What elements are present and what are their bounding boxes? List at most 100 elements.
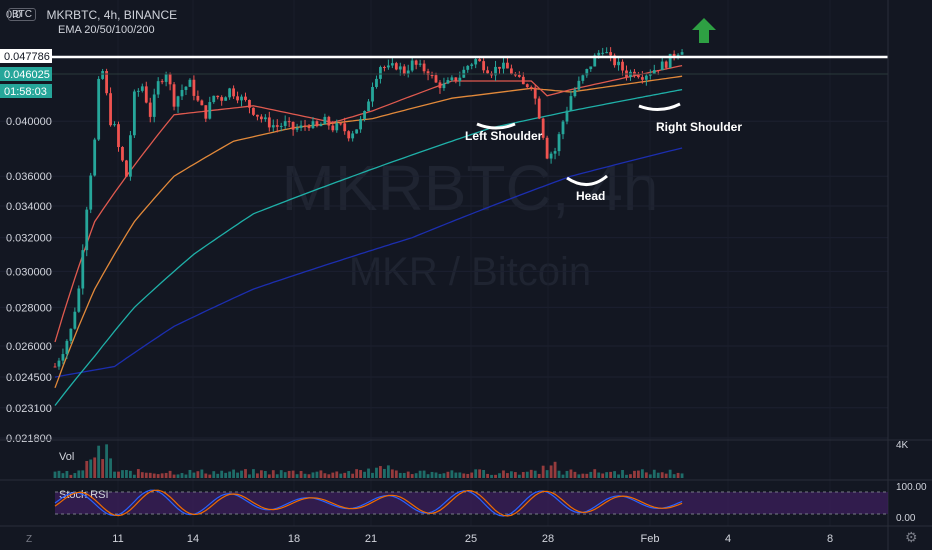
candle-body	[176, 96, 180, 107]
volume-bar	[331, 472, 335, 478]
volume-bar	[613, 471, 616, 478]
volume-bar	[267, 474, 271, 478]
candle-body	[541, 118, 545, 138]
time-axis[interactable]: 11 14 18 21 25 28 Feb 4 8	[112, 533, 833, 545]
candle-body	[132, 91, 136, 136]
corner-label[interactable]: Z	[26, 534, 32, 545]
volume-bars	[53, 444, 684, 478]
ema100-line	[54, 88, 683, 406]
candle-body	[299, 125, 303, 128]
candle-body	[97, 78, 101, 140]
y-tick-label: 0.023100	[6, 403, 52, 415]
volume-bar	[573, 471, 577, 478]
volume-bar	[359, 470, 362, 478]
candle-body	[557, 134, 561, 152]
volume-bar	[430, 471, 434, 478]
candle-body	[525, 84, 529, 88]
candle-body	[57, 360, 61, 367]
candle-body	[343, 123, 347, 132]
y-tick-label: 0.036000	[6, 171, 52, 183]
candle-body	[466, 65, 470, 70]
volume-bar	[105, 444, 108, 478]
volume-bar	[601, 473, 605, 478]
volume-bar	[434, 472, 438, 478]
volume-bar	[664, 473, 668, 478]
volume-bar	[609, 471, 613, 478]
volume-bar	[625, 474, 628, 478]
volume-bar	[275, 474, 279, 478]
candle-body	[442, 83, 446, 89]
volume-bar	[180, 473, 184, 478]
candle-body	[617, 61, 620, 66]
candle-body	[652, 70, 656, 74]
arrow-up-icon	[692, 18, 716, 43]
y-tick-label: 0.028000	[6, 302, 52, 314]
candle-body	[414, 60, 418, 65]
candle-body	[271, 125, 275, 128]
candle-body	[61, 354, 65, 361]
candle-body	[482, 61, 486, 71]
volume-bar	[676, 472, 680, 478]
volume-axis-label: 4K	[896, 440, 909, 451]
volume-bar	[593, 469, 597, 478]
volume-bar	[283, 472, 287, 478]
volume-bar	[200, 469, 204, 478]
volume-bar	[633, 470, 636, 478]
volume-bar	[406, 471, 410, 478]
candle-body	[180, 89, 184, 97]
volume-bar	[125, 469, 128, 478]
candle-body	[283, 121, 287, 126]
volume-bar	[454, 472, 458, 478]
candle-body	[418, 63, 422, 65]
volume-bar	[517, 474, 521, 478]
top-cut-price: 0.0	[6, 9, 21, 21]
volume-bar	[256, 473, 259, 478]
volume-bar	[144, 472, 148, 478]
candle-body	[601, 52, 605, 54]
candle-body	[513, 74, 517, 76]
volume-bar	[498, 473, 501, 478]
candle-body	[545, 137, 549, 159]
volume-bar	[418, 470, 422, 478]
indicator-legend[interactable]: EMA 20/50/100/200	[58, 24, 155, 36]
volume-bar	[351, 473, 355, 478]
candle-body	[438, 82, 442, 89]
volume-bar	[176, 474, 180, 478]
volume-bar	[490, 474, 493, 478]
volume-bar	[347, 471, 351, 478]
candle-body	[605, 52, 609, 54]
volume-bar	[291, 470, 295, 478]
volume-bar	[252, 469, 255, 478]
volume-bar	[132, 474, 136, 478]
volume-bar	[259, 470, 263, 478]
candle-body	[81, 250, 85, 289]
volume-bar	[549, 465, 553, 478]
volume-bar	[510, 471, 513, 478]
stoch-d-line	[54, 489, 683, 517]
volume-bar	[529, 469, 533, 478]
candle-body	[263, 117, 267, 120]
candle-body	[105, 71, 108, 94]
candle-body	[256, 114, 259, 117]
candle-body	[676, 54, 680, 57]
price-axis[interactable]: 0.040000 0.036000 0.034000 0.032000 0.030000…	[6, 116, 52, 445]
volume-label: Vol	[59, 451, 74, 463]
volume-bar	[589, 471, 593, 478]
volume-bar	[541, 465, 545, 478]
candle-body	[113, 124, 116, 126]
symbol-title[interactable]: MKRBTC, 4h, BINANCE	[46, 7, 178, 22]
volume-bar	[442, 473, 446, 478]
currency-badge[interactable]: BTC	[8, 8, 36, 22]
volume-bar	[156, 474, 160, 478]
candle-body	[486, 70, 489, 74]
volume-bar	[470, 472, 474, 478]
candle-body	[410, 60, 414, 71]
settings-icon[interactable]: ⚙	[905, 529, 918, 545]
volume-bar	[109, 458, 112, 478]
candle-body	[656, 70, 660, 72]
volume-bar	[228, 471, 232, 478]
candle-body	[53, 366, 57, 368]
candle-body	[208, 102, 212, 119]
candle-body	[287, 121, 291, 123]
